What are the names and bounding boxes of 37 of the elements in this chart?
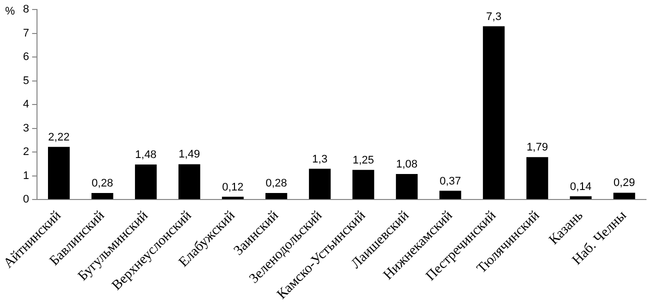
bar (352, 170, 374, 200)
y-axis-title: % (5, 6, 16, 18)
bar (308, 168, 331, 200)
y-tick-label: 7 (22, 27, 30, 40)
bar (134, 164, 157, 200)
data-label: 0,37 (440, 175, 461, 188)
bar (178, 164, 200, 200)
y-tick-label: 8 (22, 4, 30, 16)
y-tick-label: 3 (22, 122, 30, 134)
data-label: 1,3 (312, 153, 328, 166)
y-tick-label: 5 (22, 74, 30, 87)
data-label: 0,29 (614, 177, 635, 190)
y-tick-label: 6 (22, 51, 30, 64)
data-label: 0,28 (92, 177, 114, 190)
bar (48, 146, 70, 200)
data-label: 1,79 (526, 142, 548, 154)
bar (91, 192, 114, 200)
y-tick-label: 1 (22, 170, 30, 182)
data-label: 0,28 (266, 177, 288, 190)
y-tick-label: 4 (22, 98, 30, 111)
data-label: 1,49 (178, 148, 200, 161)
y-tick-label: 2 (22, 146, 30, 158)
data-label: 1,25 (352, 154, 374, 166)
bar (613, 192, 636, 200)
data-label: 2,22 (48, 131, 70, 144)
bar (396, 174, 418, 200)
data-label: 0,14 (570, 180, 592, 193)
data-label: 0,12 (222, 181, 244, 194)
y-tick-label: 0 (22, 194, 30, 206)
bar (482, 26, 505, 200)
data-label: 1,08 (396, 158, 418, 170)
bar (439, 190, 462, 200)
data-label: 1,48 (135, 148, 157, 161)
bar (526, 157, 548, 200)
bar (222, 196, 244, 200)
bar (265, 192, 288, 200)
data-label: 7,3 (486, 10, 502, 23)
